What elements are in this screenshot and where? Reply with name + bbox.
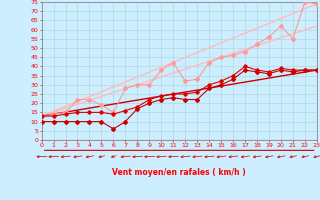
X-axis label: Vent moyen/en rafales ( km/h ): Vent moyen/en rafales ( km/h ) <box>112 168 246 177</box>
